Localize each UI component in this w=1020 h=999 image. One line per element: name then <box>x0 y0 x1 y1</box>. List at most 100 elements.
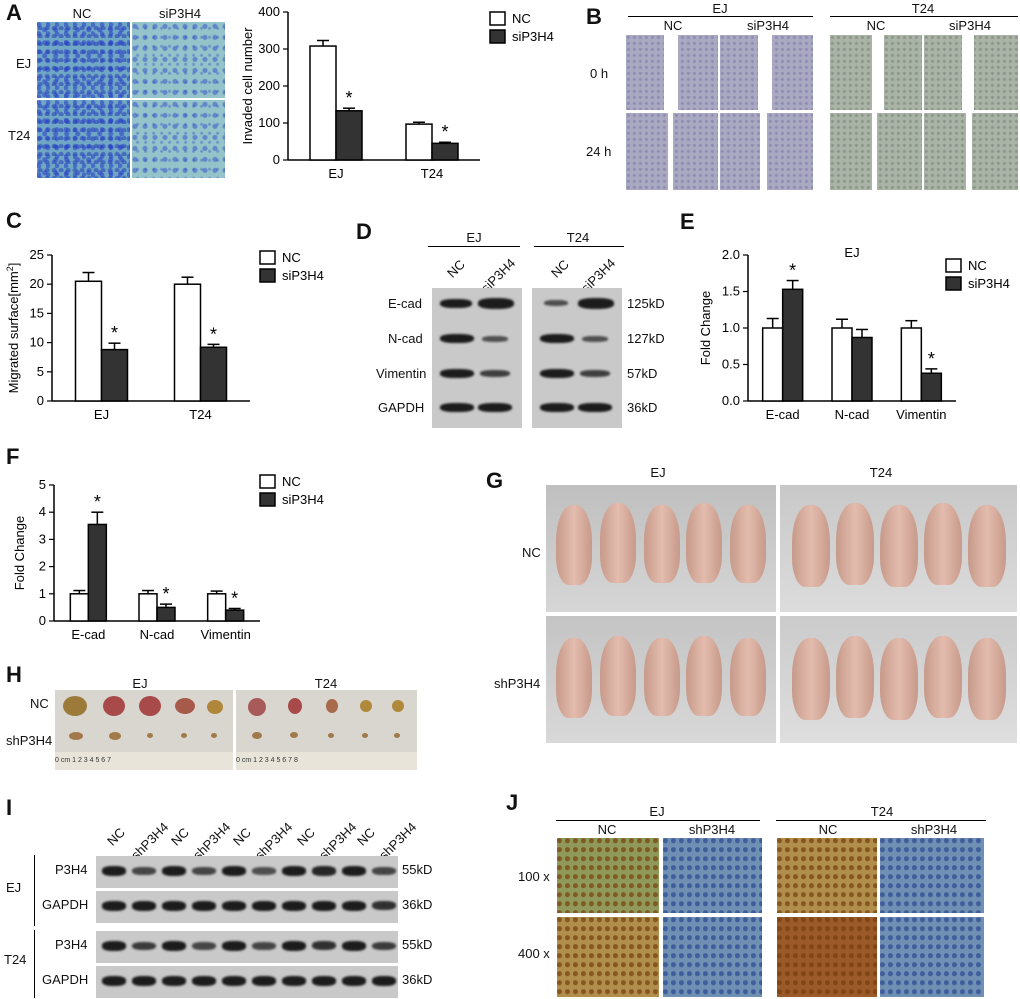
x-tick-label: E-cad <box>71 627 105 642</box>
g-row-shp3h4: shP3H4 <box>494 676 541 691</box>
i-t24-bracket <box>34 930 35 998</box>
i-band <box>252 941 276 950</box>
legend-label: siP3H4 <box>512 29 554 44</box>
b-wound-ej-nc-24h <box>626 113 718 190</box>
y-tick-label: 4 <box>39 504 46 519</box>
i-band <box>192 901 216 911</box>
bar-sip3h4 <box>224 609 245 622</box>
legend-swatch <box>945 276 962 291</box>
y-tick-label: 10 <box>30 335 44 350</box>
h-group-ej: EJ <box>132 676 148 691</box>
panel-label-g: G <box>486 468 504 493</box>
b-col-sip3h4-ej: siP3H4 <box>747 18 789 33</box>
i-band <box>222 941 246 951</box>
g-photo-t24-shp3h4 <box>780 616 1017 743</box>
d-size-125: 125kD <box>627 296 665 311</box>
panel-label-c: C <box>6 208 22 233</box>
i-band <box>342 941 366 951</box>
legend-label: NC <box>282 474 301 489</box>
bar-nc <box>206 593 227 622</box>
a-micrograph-ej-sip3h4 <box>132 22 225 98</box>
i-band <box>372 866 396 875</box>
significance-star: * <box>94 492 101 512</box>
legend-swatch <box>259 268 276 283</box>
i-band <box>192 866 216 875</box>
d-band <box>478 298 514 309</box>
d-protein-ecad: E-cad <box>388 296 422 311</box>
a-micrograph-t24-nc <box>37 100 130 178</box>
y-axis-label: Fold Change <box>12 516 27 590</box>
significance-star: * <box>789 261 796 281</box>
g-photo-t24-nc <box>780 485 1017 612</box>
b-group-t24: T24 <box>911 1 935 16</box>
legend-label: NC <box>968 258 987 273</box>
i-band <box>132 866 156 875</box>
significance-star: * <box>441 122 448 142</box>
b-wound-ej-sip3h4-24h <box>720 113 813 190</box>
g-photo-ej-shp3h4 <box>546 616 776 743</box>
i-band <box>102 866 126 876</box>
i-band <box>192 976 216 986</box>
j-ihc-ej-nc-100x <box>557 838 659 913</box>
x-tick-label: E-cad <box>766 407 800 422</box>
i-band <box>252 901 276 911</box>
i-band <box>252 867 276 875</box>
j-t24-line <box>776 820 986 821</box>
i-band <box>282 976 306 986</box>
d-band <box>578 298 614 309</box>
bar-sip3h4 <box>156 606 176 622</box>
significance-star: * <box>162 584 169 604</box>
bar-sip3h4 <box>851 336 873 402</box>
c-bar-chart: 0 5 10 15 20 25 Migrated surface[mm2] * EJ * T24 NC… <box>5 247 324 422</box>
x-tick-label: Vimentin <box>200 627 250 642</box>
h-group-t24: T24 <box>314 676 338 691</box>
significance-star: * <box>231 588 238 608</box>
y-tick-label: 1.0 <box>722 320 740 335</box>
i-band <box>132 976 156 986</box>
i-group-t24: T24 <box>4 952 27 967</box>
b-wound-t24-nc-0h <box>830 35 922 110</box>
bar-sip3h4 <box>781 288 804 402</box>
i-band <box>192 941 216 950</box>
bar-sip3h4 <box>920 372 943 402</box>
y-axis-label: Migrated surface[mm2] <box>5 263 21 394</box>
d-ej-line <box>428 246 520 247</box>
b-wound-ej-sip3h4-0h <box>720 35 813 110</box>
x-tick-label: EJ <box>94 407 109 422</box>
panel-label-f: F <box>6 444 20 469</box>
i-band <box>282 901 306 911</box>
e-bar-chart: 0.0 0.5 1.0 1.5 2.0 Fold Change * E-cad N-cad * Vi… <box>698 245 1010 422</box>
y-tick-label: 0.5 <box>722 357 740 372</box>
legend-label: siP3H4 <box>282 492 324 507</box>
d-size-36: 36kD <box>627 400 658 415</box>
i-lane: NC <box>230 824 254 849</box>
i-protein-p3h4-ej: P3H4 <box>55 862 88 877</box>
x-tick-label: N-cad <box>140 627 175 642</box>
h-row-nc: NC <box>30 696 49 711</box>
j-ihc-t24-shp3h4-100x <box>880 838 984 913</box>
a-micrograph-ej-nc <box>37 22 130 98</box>
y-tick-label: 5 <box>37 364 44 379</box>
y-tick-label: 0.0 <box>722 393 740 408</box>
d-t24-line <box>534 246 624 247</box>
g-group-ej: EJ <box>650 465 666 480</box>
bar-nc <box>900 327 923 402</box>
d-size-57: 57kD <box>627 366 658 381</box>
bar-nc <box>69 593 90 622</box>
d-band <box>440 369 474 378</box>
x-tick-label: T24 <box>189 407 211 422</box>
y-tick-label: 20 <box>30 276 44 291</box>
d-band <box>544 300 568 306</box>
h-row-shp3h4: shP3H4 <box>6 733 53 748</box>
legend-label: siP3H4 <box>968 276 1010 291</box>
a-micrograph-t24-sip3h4 <box>132 100 225 178</box>
legend-label: NC <box>512 11 531 26</box>
i-band <box>162 976 186 986</box>
d-protein-ncad: N-cad <box>388 331 423 346</box>
significance-star: * <box>928 349 935 369</box>
i-protein-p3h4-t24: P3H4 <box>55 937 88 952</box>
panel-label-i: I <box>6 795 13 820</box>
i-group-ej: EJ <box>6 880 22 895</box>
panel-label-j: J <box>506 790 519 815</box>
